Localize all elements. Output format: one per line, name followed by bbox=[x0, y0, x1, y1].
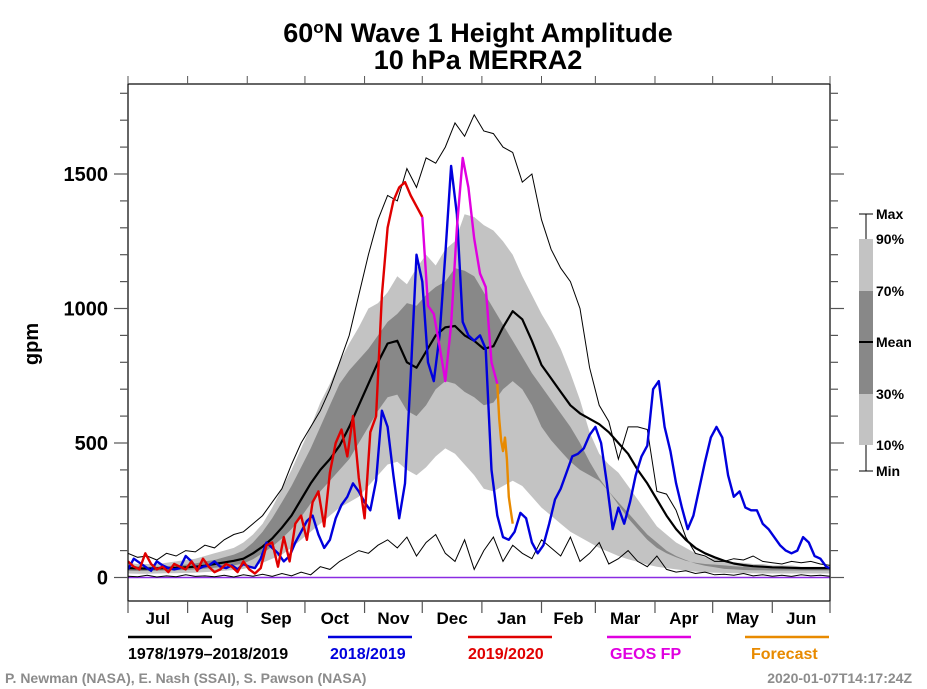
x-tick-label: Oct bbox=[321, 609, 350, 628]
x-tick-label: Feb bbox=[553, 609, 583, 628]
y-tick-label: 0 bbox=[97, 568, 108, 590]
legend-label: Forecast bbox=[751, 646, 818, 663]
x-tick-label: Apr bbox=[669, 609, 699, 628]
x-tick-label: Dec bbox=[436, 609, 467, 628]
series-line-geos-fp bbox=[421, 156, 499, 385]
key-label: 10% bbox=[876, 437, 905, 453]
key-label: 90% bbox=[876, 231, 905, 247]
y-axis-label: gpm bbox=[21, 323, 43, 365]
legend: 1978/1979–2018/2019 2018/2019 2019/2020 GEO… bbox=[128, 635, 829, 663]
chart-title-line2: 10 hPa MERRA2 bbox=[374, 45, 583, 75]
series-lines bbox=[128, 113, 830, 579]
x-tick-label: Jan bbox=[497, 609, 526, 628]
y-tick-label: 500 bbox=[75, 433, 108, 455]
y-tick-label: 1000 bbox=[64, 299, 109, 321]
legend-label: 1978/1979–2018/2019 bbox=[128, 646, 288, 663]
percentile-key: Max 90% 70% Mean 30% 10% Min bbox=[859, 206, 912, 479]
x-tick-label: Aug bbox=[201, 609, 234, 628]
chart-title-line1: 60oN Wave 1 Height Amplitude bbox=[283, 18, 672, 48]
plot-frame bbox=[127, 83, 831, 602]
x-tick-label: Mar bbox=[610, 609, 641, 628]
x-tick-label: Nov bbox=[377, 609, 410, 628]
credits: P. Newman (NASA), E. Nash (SSAI), S. Paw… bbox=[5, 670, 366, 686]
key-label: Max bbox=[876, 206, 903, 222]
legend-label: GEOS FP bbox=[610, 646, 681, 663]
y-axis: 0 500 1000 1500 bbox=[64, 92, 844, 590]
key-label: Mean bbox=[876, 334, 912, 350]
legend-label: 2018/2019 bbox=[330, 646, 406, 663]
plot-border bbox=[127, 83, 831, 602]
series-line-forecast bbox=[496, 383, 514, 524]
key-label: Min bbox=[876, 463, 900, 479]
timestamp: 2020-01-07T14:17:24Z bbox=[767, 670, 912, 686]
legend-label: 2019/2020 bbox=[468, 646, 544, 663]
x-axis: Jul Aug Sep Oct Nov Dec Jan Feb Mar Apr May Jun bbox=[127, 76, 831, 628]
x-tick-label: Sep bbox=[260, 609, 291, 628]
key-label: 30% bbox=[876, 386, 905, 402]
x-tick-label: Jun bbox=[786, 609, 816, 628]
mean-line bbox=[128, 310, 830, 570]
y-tick-label: 1500 bbox=[64, 164, 109, 186]
max-line bbox=[128, 113, 830, 566]
key-label: 70% bbox=[876, 283, 905, 299]
x-tick-label: Jul bbox=[146, 609, 171, 628]
min-line bbox=[128, 533, 830, 578]
x-tick-label: May bbox=[726, 609, 760, 628]
series-line-2019-2020 bbox=[128, 180, 424, 575]
